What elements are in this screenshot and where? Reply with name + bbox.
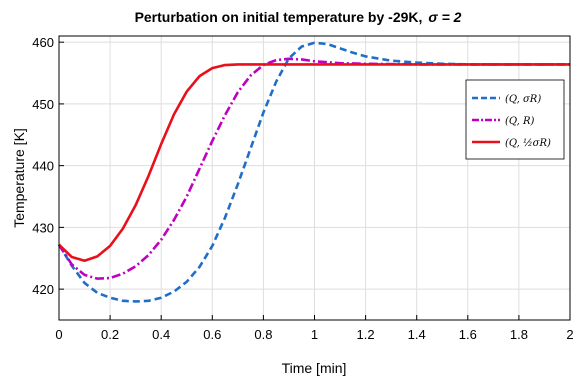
y-axis-label: Temperature [K] (11, 128, 27, 228)
x-tick-label: 1.4 (408, 327, 426, 342)
legend: (Q, σR) (Q, R) (Q, ½σR) (465, 79, 565, 160)
series-line-2 (57, 57, 570, 280)
series-line-3 (58, 63, 570, 263)
x-tick-label: 1.8 (510, 327, 528, 342)
plot-area-frame (58, 35, 571, 321)
y-tick-label: 460 (32, 35, 54, 50)
x-tick-label: 0 (55, 327, 62, 342)
legend-label-2: (Q, R) (505, 116, 534, 127)
y-tick-label: 440 (32, 159, 54, 174)
x-tick-label: 0.2 (101, 327, 119, 342)
y-tick-label: 450 (32, 97, 54, 112)
x-tick-label: 1 (311, 327, 318, 342)
y-tick-label: 430 (32, 220, 54, 235)
x-axis-label: Time [min] (282, 360, 347, 376)
x-tick-label: 2 (566, 327, 573, 342)
chart-title: Perturbation on initial temperature by -… (135, 9, 462, 25)
x-tick-labels: 0 0.2 0.4 0.6 0.8 1 1.2 1.4 1.6 1.8 2 (55, 327, 573, 342)
x-tick-label: 0.8 (254, 327, 272, 342)
x-tick-label: 1.6 (459, 327, 477, 342)
series-layer (57, 41, 570, 303)
series-line-1 (57, 41, 570, 303)
chart-title-main: Perturbation on initial temperature by -… (135, 9, 423, 25)
x-tick-label: 0.6 (203, 327, 221, 342)
y-tick-labels: 420 430 440 450 460 (32, 35, 54, 297)
x-tick-label: 1.2 (357, 327, 375, 342)
chart-title-sigma: σ = 2 (428, 9, 461, 25)
y-tick-label: 420 (32, 282, 54, 297)
x-tick-label: 0.4 (152, 327, 170, 342)
legend-label-3: (Q, ½σR) (505, 138, 551, 149)
legend-label-1: (Q, σR) (505, 94, 541, 105)
